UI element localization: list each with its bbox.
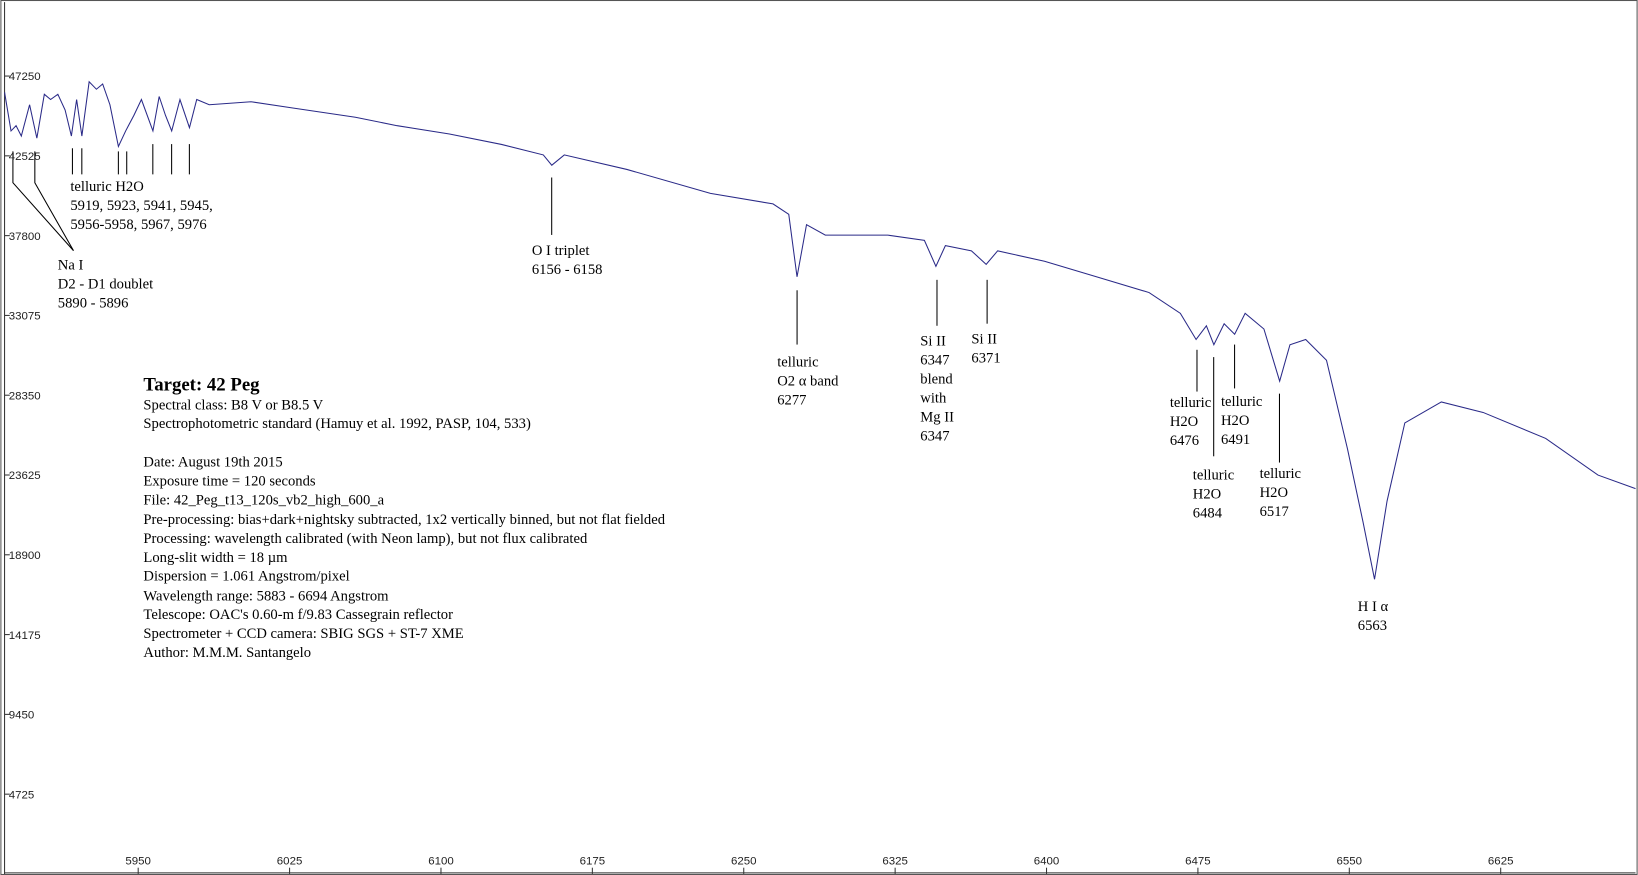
annotation: 6347 (920, 429, 949, 445)
x-tick-label: 6625 (1488, 856, 1514, 868)
info-line: Spectrophotometric standard (Hamuy et al… (143, 416, 531, 432)
annotation: 6347 (920, 353, 949, 369)
info-line: Date: August 19th 2015 (143, 455, 282, 471)
x-tick-label: 6250 (731, 856, 757, 868)
annotation: telluric (1221, 394, 1263, 410)
leader-lines (12, 144, 1280, 463)
annotation: 6371 (971, 351, 1000, 367)
annotation: 6484 (1193, 505, 1223, 521)
annotation: 6563 (1358, 618, 1387, 634)
info-line: Author: M.M.M. Santangelo (143, 645, 311, 661)
annotation: 6491 (1221, 432, 1250, 448)
annotation: 5890 - 5896 (58, 295, 129, 311)
annotation: Si II (971, 332, 997, 348)
info-line: Spectral class: B8 V or B8.5 V (143, 397, 323, 413)
annotation: telluric (1260, 466, 1302, 482)
info-line: Dispersion = 1.061 Angstrom/pixel (143, 569, 349, 585)
annotation: 5956-5958, 5967, 5976 (70, 217, 206, 233)
info-line: File: 42_Peg_t13_120s_vb2_high_600_a (143, 492, 384, 508)
y-tick-label: 9450 (9, 710, 35, 722)
x-tick-label: 5950 (125, 856, 151, 868)
annotation: 5919, 5923, 5941, 5945, (70, 198, 212, 214)
y-tick-label: 37800 (9, 231, 41, 243)
info-line: Processing: wavelength calibrated (with … (143, 531, 588, 547)
annotation: H I α (1358, 599, 1389, 615)
y-tick-label: 47250 (9, 71, 41, 83)
annotation: 6517 (1260, 504, 1289, 520)
x-tick-label: 6175 (580, 856, 606, 868)
annotation: telluric (1170, 395, 1212, 411)
annotation: H2O (1193, 486, 1221, 502)
info-title: Target: 42 Peg (143, 375, 260, 396)
annotation: H2O (1170, 414, 1198, 430)
x-tick-label: 6400 (1034, 856, 1060, 868)
annotation: with (920, 391, 947, 407)
info-line: Spectrometer + CCD camera: SBIG SGS + ST… (143, 626, 463, 642)
annotation: O2 α band (777, 374, 839, 390)
info-line: Telescope: OAC's 0.60-m f/9.83 Cassegrai… (143, 607, 453, 623)
y-tick-label: 14175 (9, 630, 41, 642)
y-tick-label: 33075 (9, 311, 41, 323)
annotation: Mg II (920, 410, 954, 426)
annotation: H2O (1221, 413, 1249, 429)
x-tick-label: 6550 (1337, 856, 1363, 868)
annotation: telluric (1193, 467, 1235, 483)
y-tick-label: 23625 (9, 470, 41, 482)
info-line: Pre-processing: bias+dark+nightsky subtr… (143, 512, 665, 528)
annotation: telluric H2O (70, 179, 143, 195)
info-line: Wavelength range: 5883 - 6694 Angstrom (143, 588, 389, 604)
annotation: 6476 (1170, 433, 1199, 449)
y-tick-label: 18900 (9, 550, 41, 562)
x-tick-label: 6325 (882, 856, 908, 868)
annotation: D2 - D1 doublet (58, 276, 153, 292)
info-line: Exposure time = 120 seconds (143, 474, 315, 490)
spectrum-line (4, 80, 1636, 580)
y-tick-label: 4725 (9, 789, 35, 801)
x-tick-label: 6100 (428, 856, 454, 868)
annotation: 6156 - 6158 (532, 262, 603, 278)
annotation: O I triplet (532, 243, 590, 259)
annotation: 6277 (777, 393, 806, 409)
annotation: blend (920, 372, 953, 388)
x-tick-label: 6475 (1185, 856, 1211, 868)
annotation: H2O (1260, 485, 1288, 501)
annotation: Na I (58, 257, 84, 273)
annotation: Si II (920, 334, 946, 350)
y-tick-label: 28350 (9, 390, 41, 402)
info-line: Long-slit width = 18 µm (143, 550, 288, 566)
annotation: telluric (777, 354, 819, 370)
y-tick-label: 42525 (9, 151, 41, 163)
x-tick-label: 6025 (277, 856, 303, 868)
